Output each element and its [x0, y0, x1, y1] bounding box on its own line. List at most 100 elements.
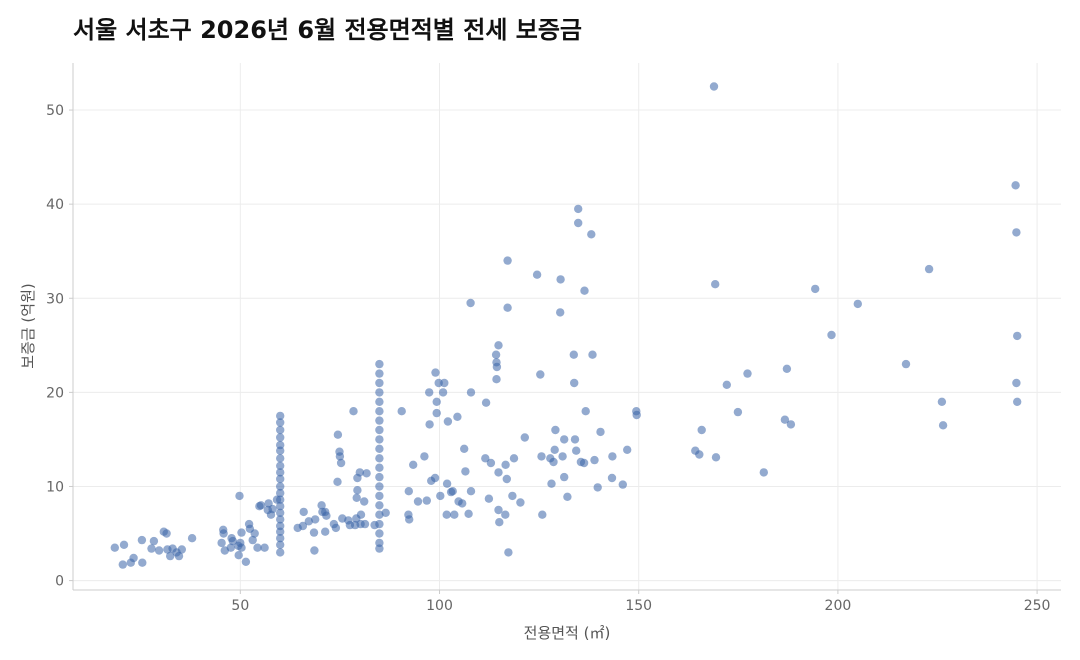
y-tick-label: 20 — [46, 385, 64, 401]
scatter-point — [256, 501, 266, 510]
scatter-point — [177, 545, 186, 554]
scatter-point — [276, 488, 285, 498]
scatter-point — [362, 469, 371, 478]
scatter-point — [733, 407, 743, 417]
scatter-point — [448, 487, 457, 496]
x-tick-label: 250 — [1024, 598, 1051, 614]
scatter-point — [276, 454, 285, 463]
scatter-point — [593, 483, 602, 492]
scatter-point — [317, 501, 326, 510]
scatter-point — [276, 502, 285, 511]
scatter-point — [587, 230, 596, 239]
scatter-point — [572, 446, 581, 455]
y-tick-label: 30 — [46, 291, 64, 307]
scatter-point — [503, 256, 512, 265]
scatter-point — [375, 454, 384, 463]
scatter-point — [484, 494, 494, 503]
scatter-point — [711, 453, 721, 462]
scatter-point — [241, 557, 251, 566]
scatter-point — [782, 364, 792, 373]
scatter-point — [453, 412, 462, 421]
scatter-point — [938, 421, 948, 430]
scatter-point — [404, 487, 413, 496]
scatter-point — [304, 517, 313, 526]
scatter-point — [618, 480, 627, 489]
scatter-point — [608, 452, 617, 461]
scatter-point — [276, 534, 285, 543]
scatter-point — [532, 270, 542, 279]
scatter-point — [632, 410, 641, 420]
scatter-point — [375, 529, 384, 538]
scatter-point — [260, 543, 269, 552]
scatter-point — [276, 482, 285, 491]
y-tick-label: 50 — [46, 103, 64, 119]
x-tick-label: 50 — [231, 598, 249, 614]
scatter-point — [397, 407, 406, 416]
scatter-point — [311, 515, 320, 524]
scatter-point — [503, 303, 512, 312]
scatter-point — [743, 369, 752, 378]
y-tick-label: 10 — [46, 479, 64, 495]
scatter-point — [149, 536, 159, 546]
scatter-point — [623, 445, 632, 454]
scatter-point — [375, 378, 384, 388]
scatter-point — [375, 435, 384, 444]
scatter-point — [129, 553, 138, 563]
scatter-point — [276, 411, 285, 421]
scatter-point — [481, 454, 490, 463]
scatter-point — [759, 468, 768, 477]
scatter-point — [464, 509, 473, 518]
scatter-point — [509, 454, 519, 463]
scatter-point — [596, 427, 605, 437]
x-tick-label: 200 — [825, 598, 852, 614]
scatter-point — [442, 479, 452, 488]
scatter-point — [425, 388, 434, 397]
scatter-point — [321, 527, 330, 536]
scatter-point — [276, 540, 285, 549]
scatter-point — [166, 551, 175, 561]
scatter-point — [501, 510, 510, 519]
scatter-point — [440, 378, 449, 388]
scatter-point — [333, 477, 342, 486]
scatter-point — [310, 546, 319, 555]
scatter-point — [331, 523, 341, 533]
scatter-point — [353, 486, 362, 495]
scatter-point — [422, 496, 431, 505]
scatter-point — [574, 218, 583, 228]
scatter-point — [516, 498, 525, 507]
grid-lines — [73, 63, 1061, 590]
scatter-point — [494, 468, 503, 477]
scatter-point — [276, 418, 285, 427]
scatter-point — [276, 495, 285, 504]
scatter-point — [413, 497, 423, 506]
scatter-point — [711, 280, 720, 289]
scatter-point — [1013, 397, 1022, 406]
scatter-point — [349, 407, 358, 416]
scatter-point — [538, 510, 547, 519]
scatter-point — [460, 444, 469, 453]
scatter-point — [309, 528, 319, 537]
scatter-point — [276, 461, 285, 470]
scatter-point — [443, 417, 453, 426]
scatter-point — [187, 534, 197, 543]
scatter-point — [375, 544, 384, 553]
x-tick-label: 100 — [426, 598, 453, 614]
scatter-point — [375, 501, 384, 510]
scatter-point — [276, 446, 285, 455]
scatter-point — [520, 433, 529, 442]
scatter-point — [466, 388, 476, 397]
scatter-point — [461, 467, 470, 476]
scatter-point — [425, 420, 434, 429]
scatter-point — [438, 388, 448, 397]
scatter-point — [937, 397, 947, 406]
scatter-point — [556, 308, 565, 317]
scatter-point — [450, 510, 459, 519]
scatter-point — [137, 535, 147, 545]
axes: 50 100 150 200 250 0 10 20 30 40 50 — [46, 63, 1061, 614]
scatter-point — [581, 407, 590, 416]
scatter-point — [570, 435, 580, 444]
scatter-point — [276, 468, 285, 477]
scatter-point — [494, 341, 503, 350]
scatter-point — [722, 380, 731, 389]
